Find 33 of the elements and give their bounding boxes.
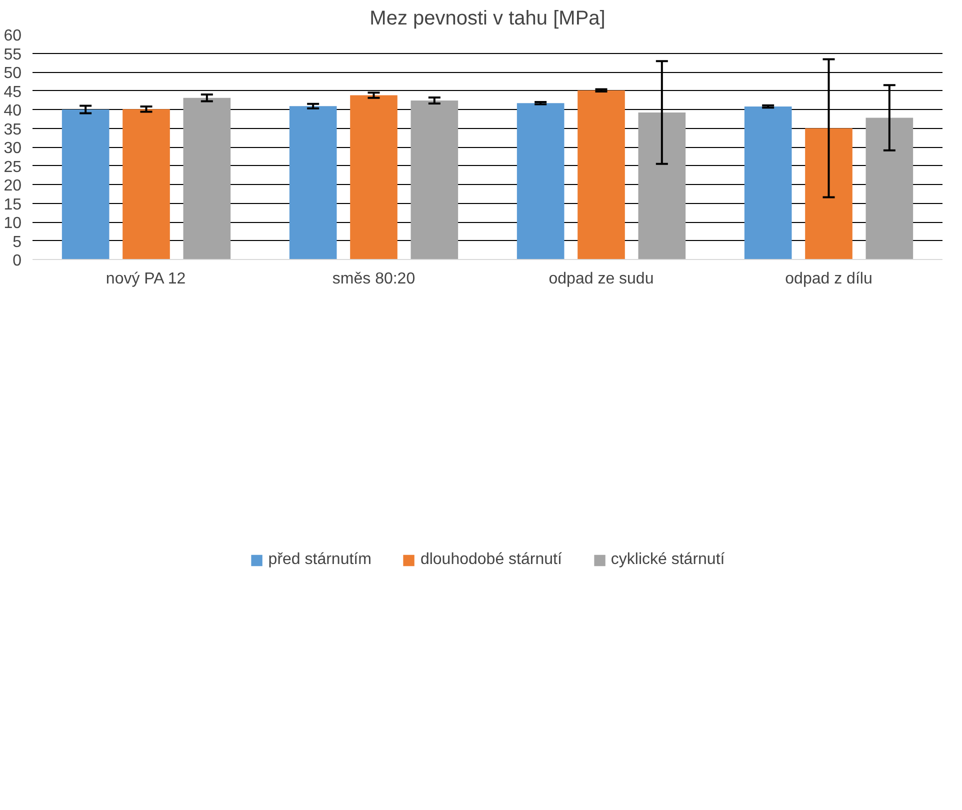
- bar: [516, 103, 564, 260]
- legend-label: dlouhodobé stárnutí: [420, 551, 562, 569]
- bar: [62, 110, 110, 260]
- bar: [744, 106, 792, 260]
- bar: [805, 128, 852, 260]
- y-tick-label: 20: [4, 178, 22, 194]
- bar: [410, 100, 458, 260]
- y-tick-label: 50: [4, 65, 22, 82]
- y-tick-label: 30: [4, 140, 22, 157]
- bar: [183, 98, 231, 260]
- chart-title: Mez pevnosti v tahu [MPa]: [370, 8, 606, 30]
- y-tick-label: 25: [4, 158, 22, 176]
- bar: [122, 109, 170, 260]
- legend-label: cyklické stárnutí: [610, 551, 725, 569]
- bar: [866, 118, 914, 260]
- y-tick-label: 40: [4, 102, 22, 120]
- x-tick-label: směs 80:20: [332, 270, 416, 288]
- bar: [578, 90, 625, 260]
- y-tick-label: 60: [4, 28, 22, 44]
- bar: [350, 95, 398, 260]
- x-tick-label: odpad z dílu: [785, 270, 872, 288]
- x-tick-label: nový PA 12: [106, 270, 186, 288]
- y-tick-label: 45: [4, 84, 22, 101]
- y-tick-label: 35: [4, 121, 22, 138]
- bar: [638, 112, 686, 260]
- y-tick-label: 0: [12, 252, 22, 270]
- bar: [289, 106, 337, 260]
- y-tick-label: 15: [4, 196, 22, 214]
- y-tick-label: 10: [4, 215, 22, 232]
- y-tick-label: 5: [12, 234, 22, 251]
- legend-label: před stárnutím: [268, 551, 372, 569]
- y-tick-label: 55: [4, 46, 22, 64]
- x-tick-label: odpad ze sudu: [548, 270, 654, 288]
